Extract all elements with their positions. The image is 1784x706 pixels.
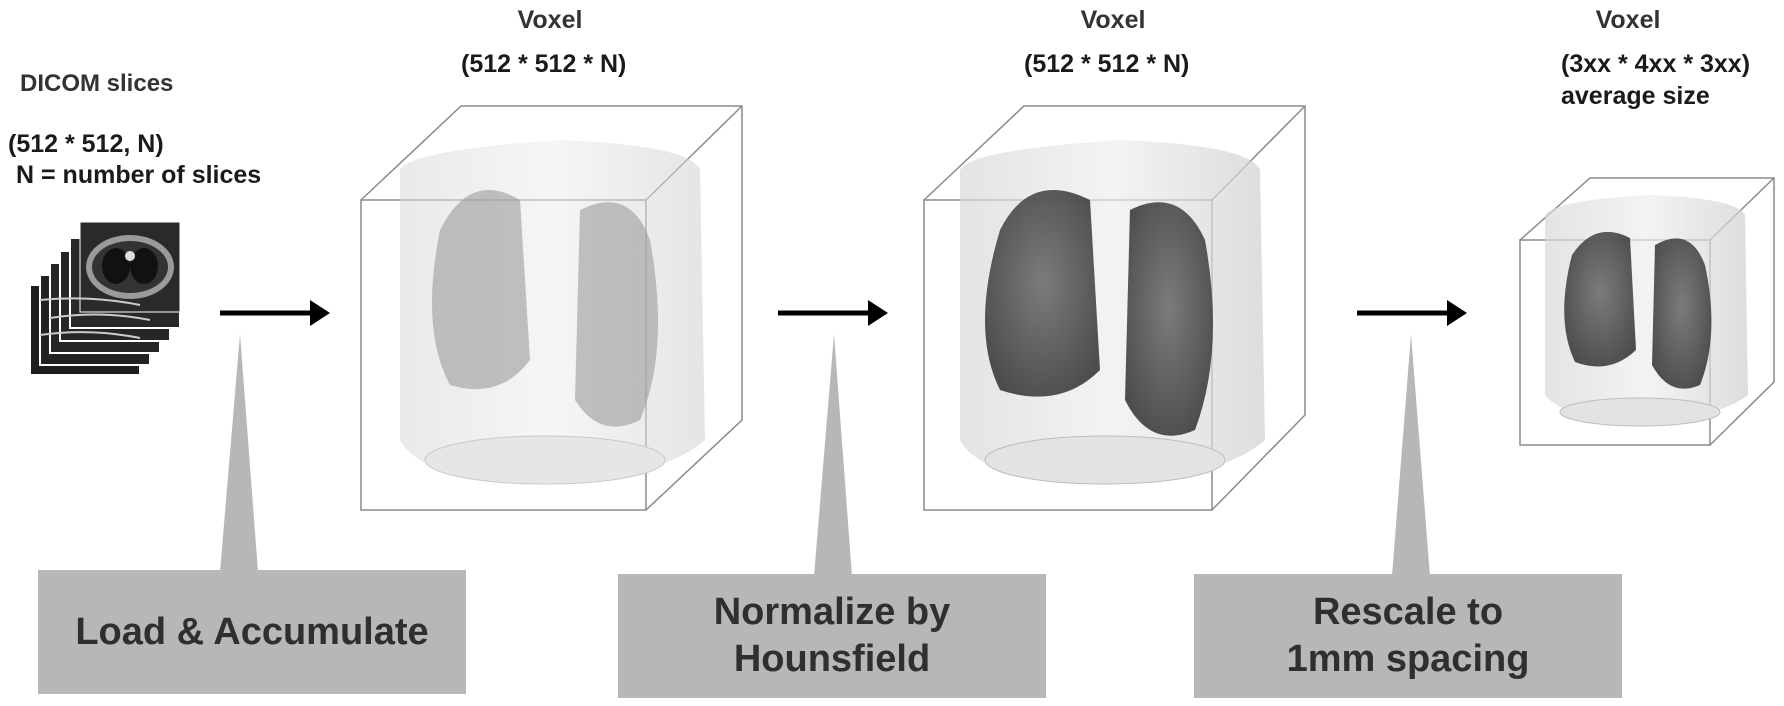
- arrow-2: [778, 300, 888, 326]
- stage2-title: Voxel: [1080, 6, 1146, 34]
- stage1-dims: (512 * 512 * N): [461, 50, 627, 78]
- voxel-volume-raw: [360, 105, 743, 511]
- arrow-3: [1357, 300, 1467, 326]
- stage1-title: Voxel: [517, 6, 583, 34]
- callout-pointer-1: [220, 334, 258, 572]
- step-rescale-label-line1: Rescale to: [1312, 591, 1504, 633]
- callout-pointer-3: [1392, 334, 1430, 576]
- step-rescale-box: Rescale to 1mm spacing: [1194, 574, 1622, 698]
- stage3-size-note: average size: [1561, 82, 1710, 110]
- stage3-dims: (3xx * 4xx * 3xx): [1561, 50, 1751, 78]
- step-load-accumulate-box: Load & Accumulate: [38, 570, 466, 694]
- dicom-title: DICOM slices: [20, 70, 174, 97]
- step-rescale-label-line2: 1mm spacing: [1286, 638, 1530, 680]
- callout-pointer-2: [814, 334, 852, 576]
- dicom-slice-count-note: N = number of slices: [16, 161, 262, 189]
- stage3-title: Voxel: [1595, 6, 1661, 34]
- dicom-slice-stack: [29, 221, 181, 376]
- voxel-volume-rescaled: [1519, 177, 1775, 446]
- step-normalize-label-line2: Hounsfield: [733, 638, 931, 680]
- step-normalize-box: Normalize by Hounsfield: [618, 574, 1046, 698]
- step-normalize-label-line1: Normalize by: [713, 591, 951, 633]
- arrow-1: [220, 300, 330, 326]
- stage2-dims: (512 * 512 * N): [1024, 50, 1190, 78]
- dicom-dims: (512 * 512, N): [8, 130, 164, 158]
- voxel-volume-normalized: [923, 105, 1306, 511]
- step-load-accumulate-label: Load & Accumulate: [75, 610, 429, 653]
